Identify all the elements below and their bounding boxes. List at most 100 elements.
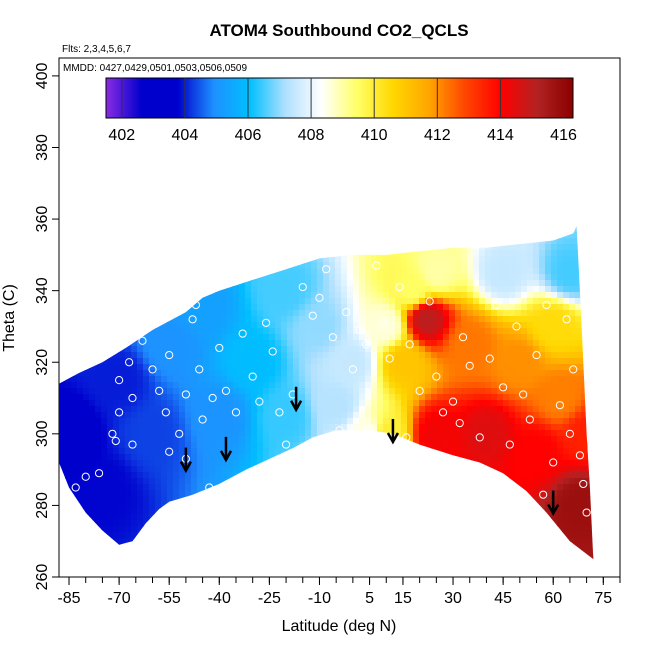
heatmap-cell [221,238,228,245]
heatmap-cell [539,388,546,395]
heatmap-cell [539,544,546,551]
heatmap-cell [113,388,120,395]
heatmap-cell [113,508,120,515]
heatmap-cell [509,550,516,557]
heatmap-cell [485,502,492,509]
heatmap-cell [473,388,480,395]
heatmap-cell [407,280,414,287]
heatmap-cell [143,292,150,299]
heatmap-cell [251,466,258,473]
heatmap-cell [167,430,174,437]
heatmap-cell [443,364,450,371]
heatmap-cell [95,250,102,257]
heatmap-cell [545,388,552,395]
heatmap-cell [557,496,564,503]
heatmap-cell [149,232,156,239]
heatmap-cell [401,430,408,437]
heatmap-cell [239,448,246,455]
heatmap-cell [233,346,240,353]
heatmap-cell [251,532,258,539]
heatmap-cell [239,382,246,389]
heatmap-cell [71,454,78,461]
heatmap-cell [437,478,444,485]
heatmap-cell [77,502,84,509]
heatmap-cell [293,442,300,449]
heatmap-cell [431,442,438,449]
heatmap-cell [407,400,414,407]
heatmap-cell [371,286,378,293]
heatmap-cell [545,310,552,317]
heatmap-cell [299,352,306,359]
heatmap-cell [443,478,450,485]
heatmap-cell [125,442,132,449]
heatmap-cell [65,292,72,299]
heatmap-cell [161,340,168,347]
heatmap-cell [557,376,564,383]
heatmap-cell [179,298,186,305]
heatmap-cell [233,454,240,461]
heatmap-cell [377,532,384,539]
heatmap-cell [71,556,78,560]
heatmap-cell [59,244,66,251]
heatmap-cell [305,280,312,287]
heatmap-cell [437,436,444,443]
heatmap-cell [317,550,324,557]
heatmap-cell [425,244,432,251]
heatmap-cell [137,514,144,521]
heatmap-cell [197,502,204,509]
heatmap-cell [335,304,342,311]
heatmap-cell [89,298,96,305]
heatmap-cell [455,430,462,437]
heatmap-cell [89,394,96,401]
heatmap-cell [527,400,534,407]
heatmap-cell [407,286,414,293]
heatmap-cell [413,538,420,545]
heatmap-cell [275,274,282,281]
heatmap-cell [515,448,522,455]
heatmap-cell [125,226,132,233]
heatmap-cell [413,400,420,407]
heatmap-cell [167,460,174,467]
heatmap-cell [233,484,240,491]
heatmap-cell [377,484,384,491]
heatmap-cell [461,520,468,527]
heatmap-cell [413,310,420,317]
heatmap-cell [149,388,156,395]
heatmap-cell [353,238,360,245]
heatmap-cell [95,214,102,221]
heatmap-cell [239,478,246,485]
heatmap-cell [59,502,66,509]
heatmap-cell [533,394,540,401]
heatmap-cell [449,556,456,560]
heatmap-cell [65,262,72,269]
heatmap-cell [317,538,324,545]
heatmap-cell [197,472,204,479]
heatmap-cell [161,448,168,455]
heatmap-cell [197,358,204,365]
heatmap-cell [377,430,384,437]
heatmap-cell [101,370,108,377]
heatmap-cell [113,316,120,323]
heatmap-cell [491,454,498,461]
heatmap-cell [269,238,276,245]
heatmap-cell [257,334,264,341]
heatmap-cell [149,274,156,281]
heatmap-cell [299,460,306,467]
heatmap-cell [209,400,216,407]
heatmap-cell [77,364,84,371]
heatmap-cell [533,382,540,389]
heatmap-cell [407,262,414,269]
heatmap-cell [533,544,540,551]
heatmap-cell [191,274,198,281]
heatmap-cell [203,274,210,281]
heatmap-cell [521,550,528,557]
heatmap-cell [479,460,486,467]
heatmap-cell [191,358,198,365]
heatmap-cell [395,310,402,317]
heatmap-cell [413,478,420,485]
heatmap-cell [263,538,270,545]
heatmap-cell [155,316,162,323]
heatmap-cell [113,442,120,449]
heatmap-cell [527,520,534,527]
heatmap-cell [545,400,552,407]
